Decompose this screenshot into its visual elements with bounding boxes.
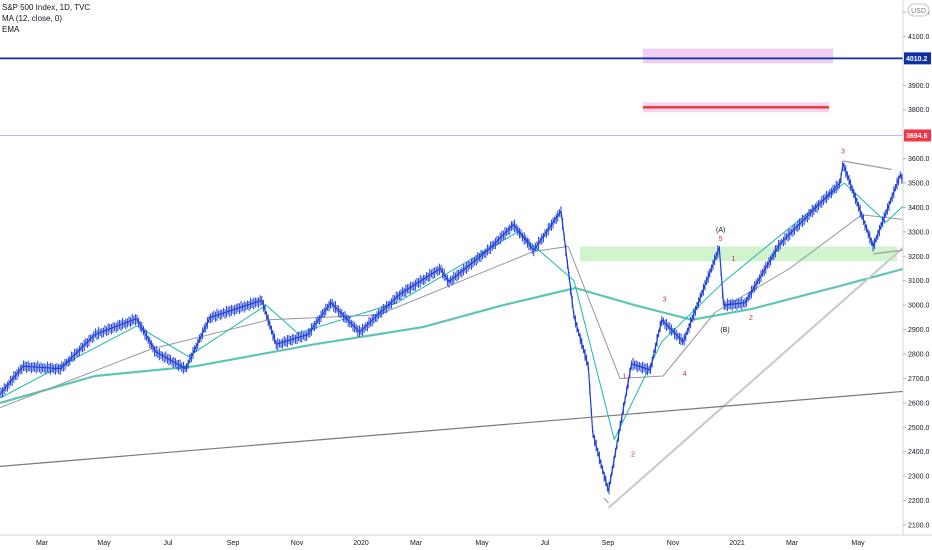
wave-label: 1 bbox=[732, 256, 736, 263]
currency-badge[interactable]: USD bbox=[907, 3, 930, 17]
x-tick-label: Jul bbox=[164, 540, 173, 547]
x-tick-label: 2021 bbox=[729, 540, 745, 547]
x-tick-label: 2020 bbox=[353, 540, 369, 547]
y-tick-label: 2200.0 bbox=[908, 498, 930, 505]
y-tick-label: 2300.0 bbox=[908, 474, 930, 481]
x-tick-label: Nov bbox=[667, 540, 680, 547]
y-tick-label: 3200.0 bbox=[908, 254, 930, 261]
y-tick-label: 2500.0 bbox=[908, 425, 930, 432]
trendline[interactable] bbox=[607, 2, 932, 509]
y-tick-label: 3500.0 bbox=[908, 181, 930, 188]
y-tick-label: 2400.0 bbox=[908, 449, 930, 456]
x-tick-label: May bbox=[851, 540, 865, 547]
moving-average-line bbox=[0, 205, 932, 409]
x-tick-label: May bbox=[97, 540, 111, 547]
x-tick-label: Sep bbox=[227, 540, 240, 547]
wave-label: (A) bbox=[716, 227, 725, 234]
x-tick-label: Mar bbox=[36, 540, 49, 547]
currency-badge-outline bbox=[907, 3, 930, 17]
y-tick-label: 3900.0 bbox=[908, 83, 930, 90]
y-tick-label: 3800.0 bbox=[908, 107, 930, 114]
wave-label: 1 bbox=[622, 373, 626, 380]
y-tick-label: 2900.0 bbox=[908, 327, 930, 334]
y-tick-label: 3100.0 bbox=[908, 278, 930, 285]
legend: S&P 500 Index, 1D, TVC MA (12, close, 0)… bbox=[2, 2, 90, 35]
trendline[interactable] bbox=[603, 497, 609, 504]
price-tag[interactable] bbox=[904, 129, 931, 142]
series-layer bbox=[0, 161, 932, 495]
y-tick-label: 3400.0 bbox=[908, 205, 930, 212]
y-tick-label: 2100.0 bbox=[908, 523, 930, 530]
y-tick-label: 2800.0 bbox=[908, 352, 930, 359]
price-series-line bbox=[0, 162, 932, 492]
price-tag[interactable] bbox=[904, 52, 931, 65]
wave-label: 2 bbox=[631, 452, 635, 459]
y-tick-label: 2700.0 bbox=[908, 376, 930, 383]
trendline[interactable] bbox=[0, 386, 932, 467]
y-tick-label: 4100.0 bbox=[908, 34, 930, 41]
candles bbox=[0, 161, 932, 495]
y-tick-label: 3000.0 bbox=[908, 303, 930, 310]
highlight-zone bbox=[643, 48, 833, 64]
trendline[interactable] bbox=[842, 160, 892, 171]
chart-title[interactable]: S&P 500 Index, 1D, TVC bbox=[2, 3, 91, 12]
x-tick-label: Nov bbox=[291, 540, 304, 547]
y-tick-label: 3600.0 bbox=[908, 156, 930, 163]
wave-label: 3 bbox=[663, 296, 667, 303]
y-tick-label: 3300.0 bbox=[908, 229, 930, 236]
x-tick-label: Sep bbox=[602, 540, 615, 547]
zones bbox=[580, 48, 897, 262]
wave-label: 3 bbox=[841, 149, 845, 156]
x-tick-label: May bbox=[475, 540, 489, 547]
moving-average-line bbox=[0, 182, 932, 440]
time-axis[interactable]: Mar May Jul Sep Nov 2020 Mar May Jul Sep Nov 2021 Ma… bbox=[0, 534, 932, 550]
highlight-zone bbox=[580, 246, 897, 262]
x-tick-label: Mar bbox=[410, 540, 423, 547]
currency-label: USD bbox=[911, 8, 926, 15]
price-tag-label: 4010.2 bbox=[906, 56, 928, 63]
wave-label: 5 bbox=[719, 236, 723, 243]
indicator-ma[interactable]: MA (12, close, 0) bbox=[2, 14, 63, 23]
horizontal-lines bbox=[0, 57, 903, 136]
price-axis-bg bbox=[903, 0, 932, 535]
time-axis-bg bbox=[0, 535, 932, 550]
wave-label: 4 bbox=[683, 371, 687, 378]
moving-average-line bbox=[0, 255, 932, 404]
wave-label: (B) bbox=[720, 327, 729, 334]
indicator-ema[interactable]: EMA bbox=[2, 25, 20, 34]
wave-label: 2 bbox=[749, 315, 753, 322]
price-tag-label: 3694.6 bbox=[906, 133, 928, 140]
price-axis[interactable]: 2100.0 2200.0 2300.0 2400.0 2500.0 2600.0 2700… bbox=[902, 0, 932, 535]
x-tick-label: Mar bbox=[786, 540, 799, 547]
y-tick-label: 2600.0 bbox=[908, 400, 930, 407]
x-tick-label: Jul bbox=[541, 540, 550, 547]
